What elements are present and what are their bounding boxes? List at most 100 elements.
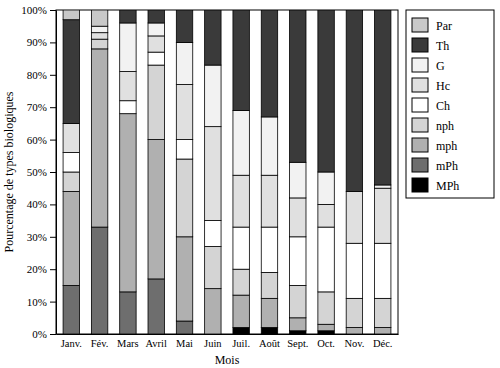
legend-label: Ch [436,99,450,113]
y-tick: 80% [27,69,56,81]
legend-label: Hc [436,79,450,93]
y-tick: 30% [27,231,56,243]
y-tick-label: 80% [27,69,47,81]
bar-segment [346,298,362,327]
x-tick: Août [259,334,280,349]
legend-item: mph [412,138,457,153]
y-tick-mark [50,75,56,76]
legend-label: Par [436,19,452,33]
bar-segment [375,10,391,185]
bar-segment [91,33,107,39]
bar-segment [120,292,136,334]
legend-label: G [436,59,445,73]
y-axis-line [56,11,57,335]
bar-segment [176,10,192,11]
x-tick: Fév. [91,334,109,349]
legend-swatch [412,18,428,32]
y-tick-mark [50,204,56,205]
bar-segment [375,185,391,188]
bar-segment [176,85,192,140]
bar-segment [261,10,277,11]
bar-segment [205,127,221,221]
bar-segment [148,140,164,279]
bar-segment [176,321,192,334]
bar-segment [63,172,79,191]
bar-segment [318,10,334,11]
bar-segment [120,72,136,101]
bar-segment [261,328,277,334]
x-tick-label: Fév. [91,338,109,349]
bar-segment [346,10,362,11]
y-tick-label: 60% [27,134,47,146]
legend-label: nph [436,119,454,133]
bar-segment [233,10,249,110]
bar-segment [318,204,334,227]
legend: ParThGHcChnphmphmPhMPh [406,10,494,198]
plot: 0%10%20%30%40%50%60%70%80%90%100%Janv.Fé… [21,4,398,349]
y-tick-label: 30% [27,231,47,243]
plot-frame [56,10,398,334]
y-tick-label: 50% [27,166,47,178]
bar-segment [176,237,192,321]
bar-segment [375,243,391,298]
bar-segment [290,237,306,286]
bar-segment [233,227,249,269]
y-axis: 0%10%20%30%40%50%60%70%80%90%100% [21,4,56,340]
bar-segment [63,20,79,124]
x-tick-label: Sept. [287,338,308,349]
bar-segment [261,272,277,298]
x-tick: Juil. [232,334,250,349]
bar-segment [346,10,362,191]
legend-item: Ch [412,98,450,113]
bar-segment [233,328,249,334]
legend-swatch [412,78,428,92]
x-tick: Janv. [61,334,82,349]
x-tick-label: Oct. [317,338,335,349]
bar-segment [290,10,306,11]
y-tick: 100% [21,4,56,16]
bar-segment [176,10,192,42]
legend-item: Th [412,38,449,53]
bar-segment [63,153,79,172]
x-tick: Sept. [287,334,308,349]
bar-segment [375,188,391,243]
bar-segment [205,289,221,334]
bar-segment [148,23,164,36]
y-tick: 40% [27,198,56,210]
bar-segment [375,298,391,327]
legend-label: mPh [436,159,458,173]
x-tick-label: Janv. [61,338,82,349]
bar-segment [346,328,362,334]
x-tick: Nov. [344,334,364,349]
x-tick: Déc. [373,334,393,349]
bar-segment [318,292,334,324]
bar-segment [63,10,79,20]
bar-segment [176,140,192,159]
x-tick: Oct. [317,334,335,349]
x-tick-label: Août [259,338,280,349]
bar-segment [91,49,107,227]
bar-segment [233,110,249,175]
y-tick-label: 70% [27,101,47,113]
legend-swatch [412,58,428,72]
legend-item: mPh [412,158,458,173]
bar-segment [290,285,306,317]
x-tick-label: Nov. [344,338,364,349]
bar-segment [346,243,362,298]
x-tick-label: Mars [117,338,139,349]
bar-segment [233,175,249,227]
bar-segment [261,175,277,227]
x-axis: Janv.Fév.MarsAvrilMaiJuinJuil.AoûtSept.O… [57,334,399,349]
bar-segment [205,247,221,289]
legend-label: mph [436,139,457,153]
y-tick-label: 20% [27,263,47,275]
y-tick-mark [50,42,56,43]
bar-segment [148,10,164,11]
y-tick-label: 10% [27,296,47,308]
bar-segment [261,10,277,117]
x-axis-line [57,334,399,335]
y-tick-mark [50,10,56,11]
x-tick: Juin [204,334,222,349]
bar-segment [290,10,306,162]
y-tick-label: 0% [32,328,47,340]
